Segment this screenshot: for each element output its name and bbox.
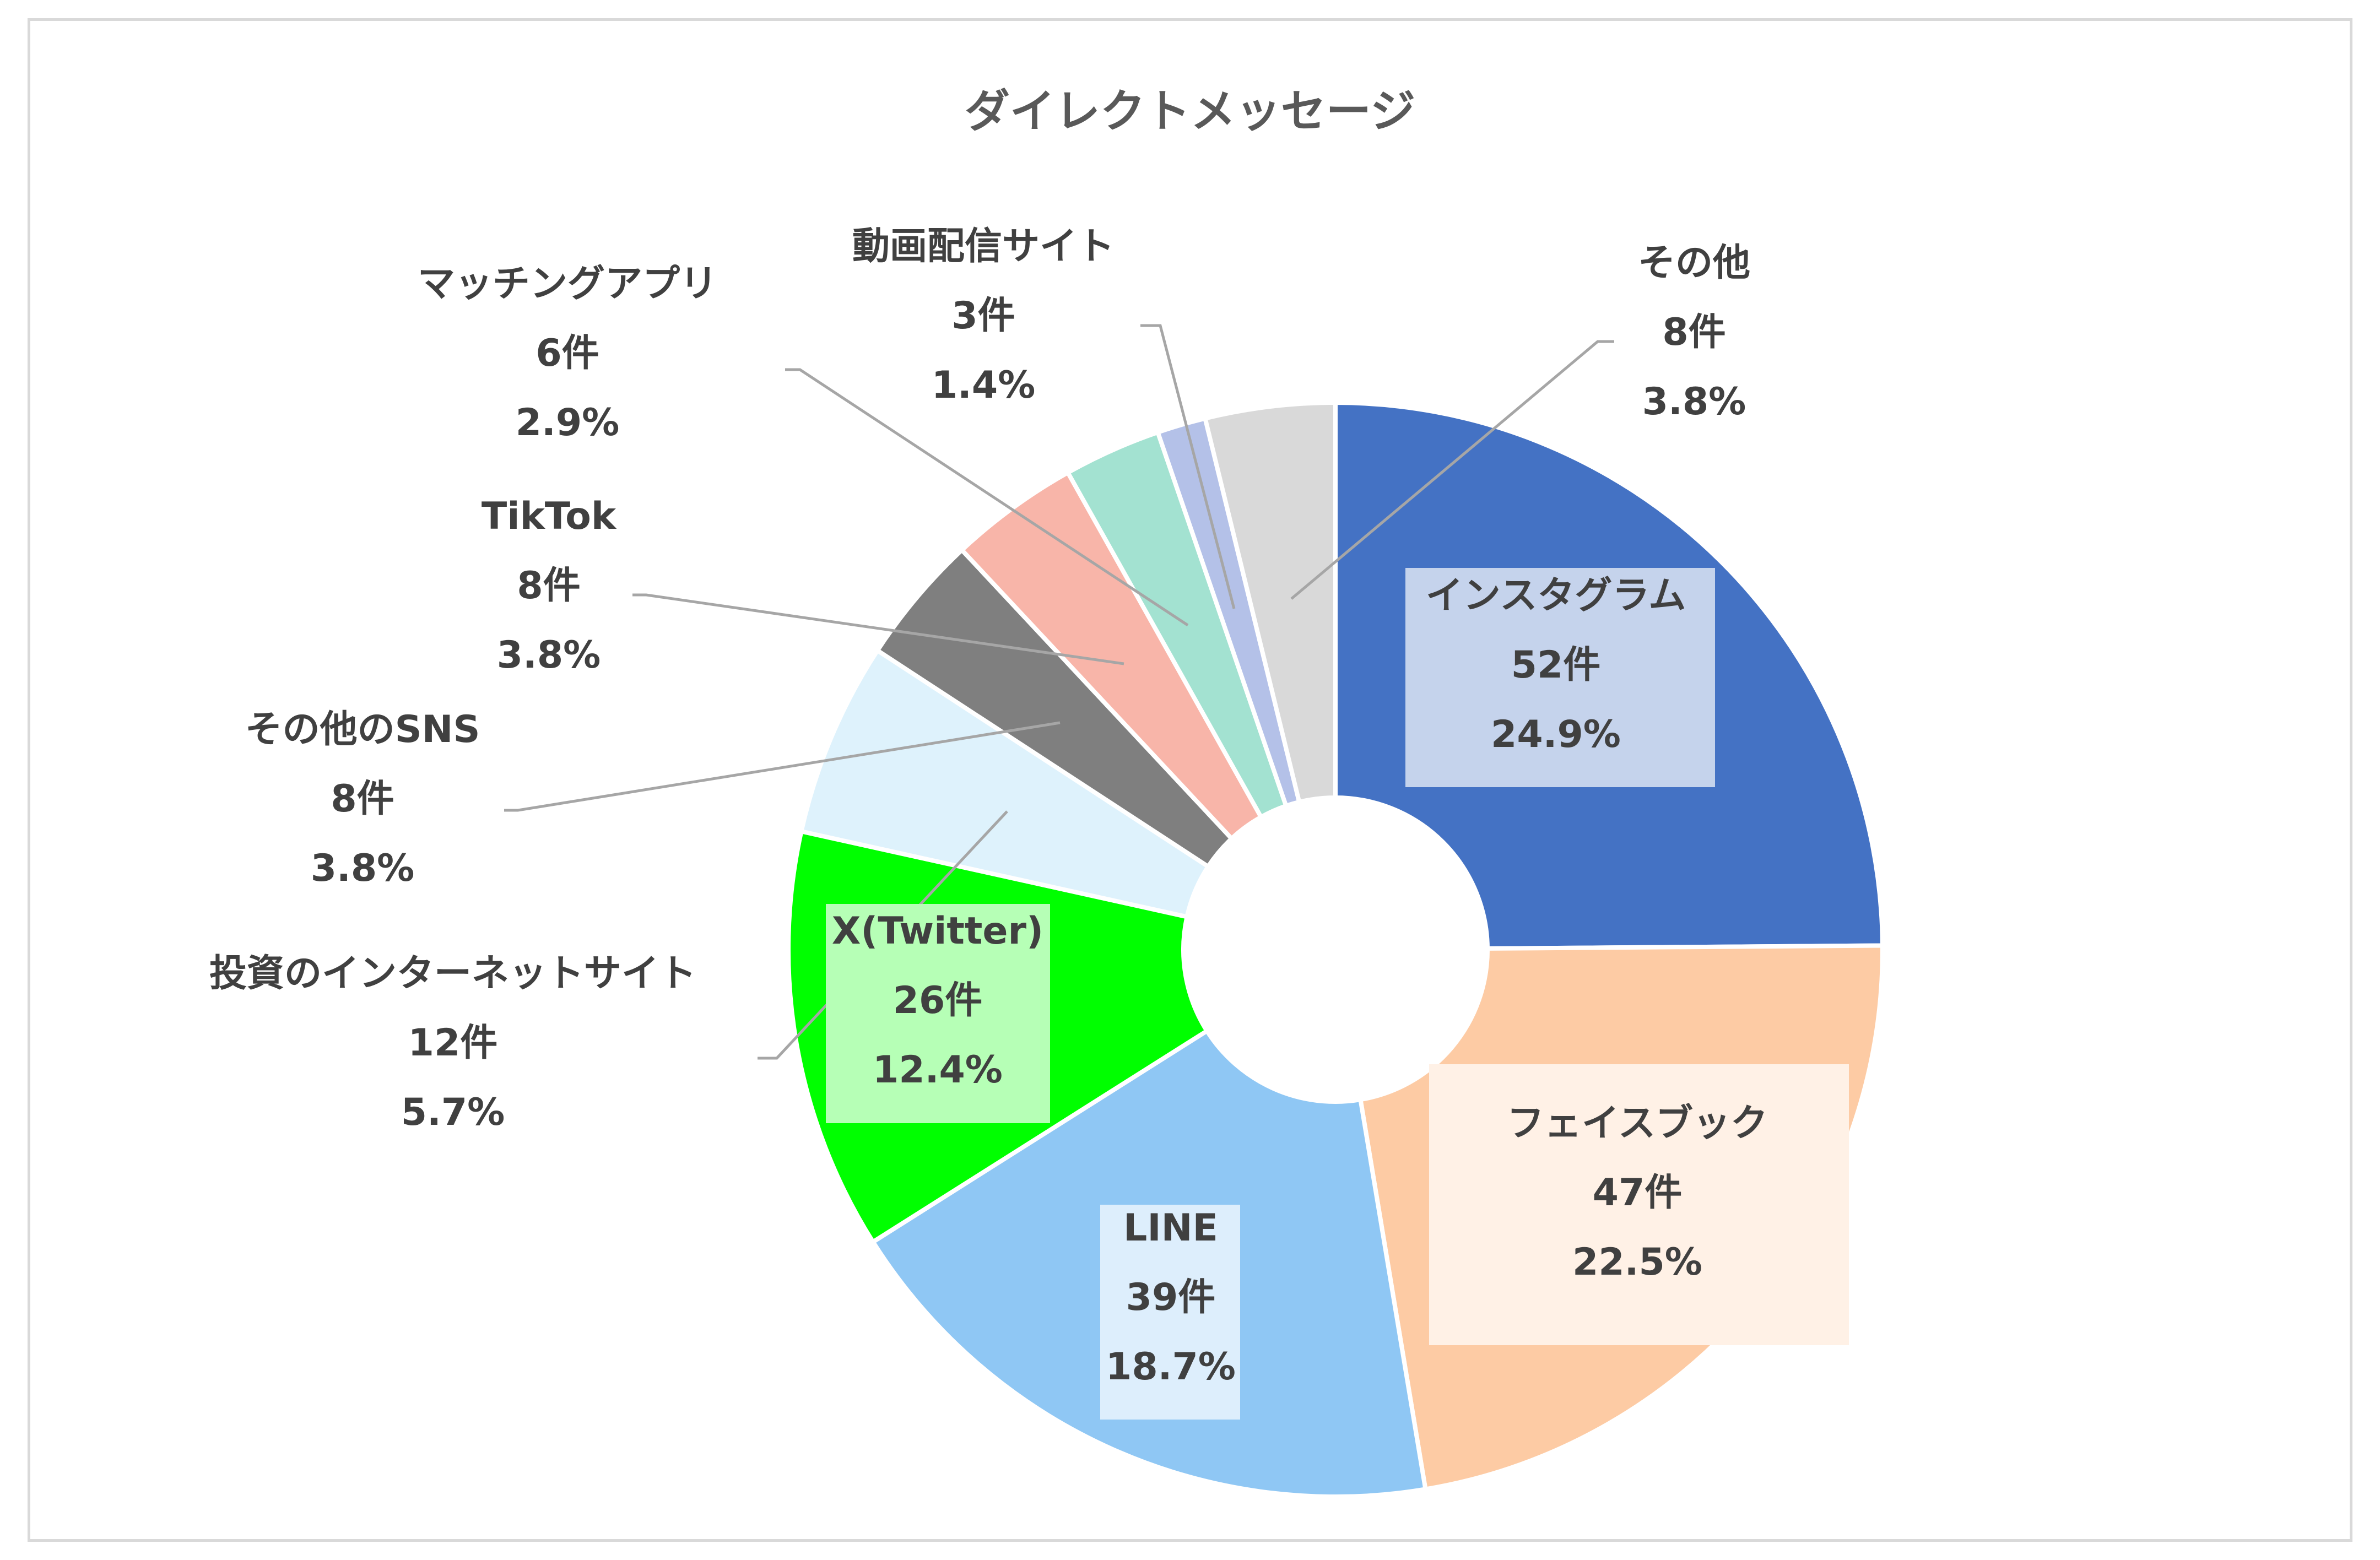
- label-name-instagram: インスタグラム: [1426, 574, 1686, 618]
- leader-line-matching-apps: [785, 368, 1189, 627]
- label-name-line: LINE: [1123, 1206, 1218, 1250]
- label-box-instagram: [1405, 568, 1715, 787]
- label-box-x-twitter: [826, 904, 1050, 1123]
- label-count-line: 39件: [1126, 1276, 1216, 1319]
- slice-other: [1203, 400, 1338, 804]
- data-labels: インスタグラム 52件 24.9% フェイスブック 47件 22.5% LINE 39件 18.…: [209, 225, 1849, 1420]
- label-percent-video-sites: 1.4%: [932, 364, 1036, 407]
- label-count-investment-sites: 12件: [408, 1021, 498, 1065]
- data-label-instagram: インスタグラム 52件 24.9%: [1405, 568, 1715, 787]
- label-percent-investment-sites: 5.7%: [401, 1091, 505, 1134]
- data-label-investment-sites: 投資のインターネットサイト 12件 5.7%: [209, 952, 696, 1134]
- data-label-x-twitter: X(Twitter) 26件 12.4%: [826, 904, 1050, 1123]
- slice-tiktok: [959, 470, 1263, 841]
- label-name-tiktok: TikTok: [482, 495, 617, 538]
- leader-line-investment-sites: [758, 810, 1008, 1060]
- label-count-other-sns: 8件: [331, 777, 394, 821]
- data-label-tiktok: TikTok 8件 3.8%: [482, 495, 617, 677]
- chart-title: ダイレクトメッセージ: [965, 85, 1415, 138]
- leader-line-tiktok: [632, 593, 1124, 665]
- label-percent-tiktok: 3.8%: [497, 633, 601, 677]
- label-count-other: 8件: [1662, 311, 1726, 354]
- data-label-other: その他 8件 3.8%: [1638, 241, 1750, 424]
- data-label-facebook: フェイスブック 47件 22.5%: [1429, 1064, 1849, 1345]
- label-percent-facebook: 22.5%: [1572, 1241, 1702, 1284]
- label-name-other: その他: [1638, 241, 1750, 285]
- label-box-facebook: [1429, 1064, 1849, 1345]
- label-percent-x-twitter: 12.4%: [873, 1048, 1003, 1092]
- slice-investment-sites: [799, 648, 1210, 919]
- label-name-investment-sites: 投資のインターネットサイト: [209, 952, 696, 995]
- label-count-tiktok: 8件: [517, 564, 580, 608]
- label-count-video-sites: 3件: [951, 294, 1015, 338]
- label-name-matching-apps: マッチングアプリ: [418, 262, 717, 306]
- leader-line-other: [1290, 340, 1614, 600]
- label-box-line: [1100, 1205, 1240, 1420]
- label-percent-line: 18.7%: [1106, 1345, 1236, 1389]
- data-label-video-sites: 動画配信サイト 3件 1.4%: [852, 225, 1115, 407]
- label-percent-other-sns: 3.8%: [311, 847, 415, 890]
- label-count-x-twitter: 26件: [893, 979, 983, 1022]
- data-label-other-sns: その他のSNS 8件 3.8%: [245, 708, 480, 890]
- label-percent-instagram: 24.9%: [1491, 713, 1621, 756]
- label-name-x-twitter: X(Twitter): [832, 909, 1043, 953]
- label-percent-matching-apps: 2.9%: [516, 401, 620, 445]
- slice-other-sns: [875, 548, 1234, 869]
- label-name-facebook: フェイスブック: [1507, 1102, 1768, 1145]
- label-name-video-sites: 動画配信サイト: [852, 225, 1115, 268]
- leader-line-video-sites: [1140, 324, 1236, 609]
- data-label-matching-apps: マッチングアプリ 6件 2.9%: [418, 262, 717, 445]
- label-name-other-sns: その他のSNS: [245, 708, 480, 751]
- leader-line-other-sns: [504, 721, 1061, 812]
- data-label-line: LINE 39件 18.7%: [1100, 1205, 1240, 1420]
- label-count-matching-apps: 6件: [536, 332, 599, 375]
- label-count-facebook: 47件: [1593, 1171, 1683, 1215]
- label-percent-other: 3.8%: [1642, 380, 1746, 424]
- leader-lines: [504, 324, 1614, 1060]
- label-count-instagram: 52件: [1511, 643, 1601, 687]
